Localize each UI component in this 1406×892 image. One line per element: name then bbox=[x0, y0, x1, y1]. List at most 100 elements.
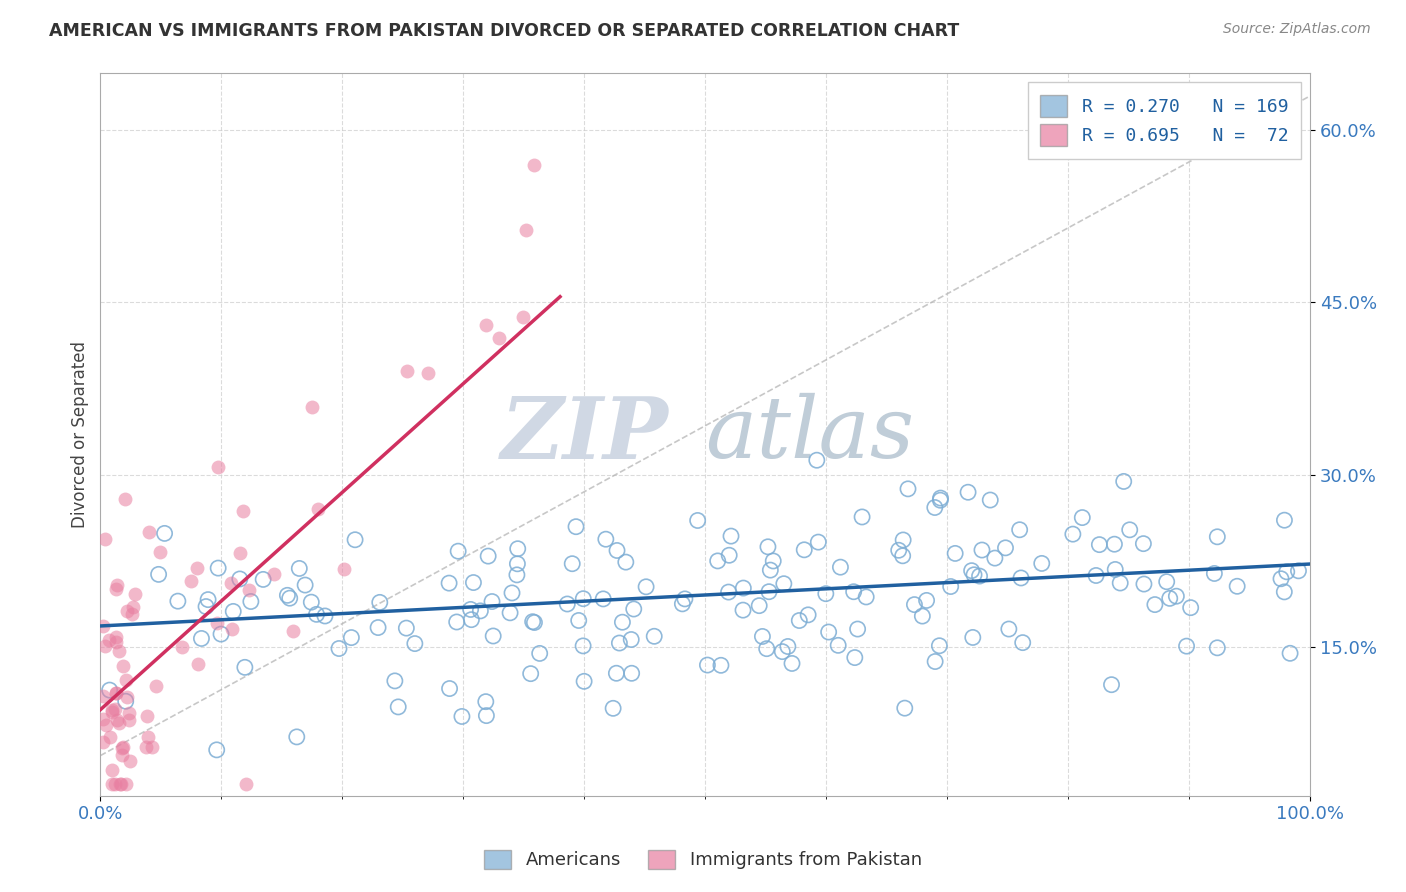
Point bbox=[314, 609, 336, 624]
Point bbox=[418, 367, 440, 381]
Point bbox=[1011, 635, 1033, 649]
Point bbox=[887, 543, 910, 558]
Point bbox=[1288, 564, 1310, 578]
Point bbox=[844, 650, 866, 665]
Point bbox=[830, 560, 852, 574]
Point bbox=[98, 632, 121, 647]
Point bbox=[612, 615, 634, 630]
Point bbox=[671, 597, 693, 611]
Y-axis label: Divorced or Separated: Divorced or Separated bbox=[72, 341, 89, 528]
Point bbox=[187, 657, 209, 671]
Point bbox=[606, 543, 628, 558]
Point bbox=[915, 593, 938, 607]
Point bbox=[1085, 568, 1108, 582]
Point bbox=[1109, 576, 1132, 591]
Point bbox=[475, 318, 498, 333]
Point bbox=[929, 493, 952, 508]
Point bbox=[780, 657, 803, 671]
Point bbox=[1206, 530, 1229, 544]
Point bbox=[710, 658, 733, 673]
Point bbox=[105, 714, 128, 728]
Point bbox=[1279, 646, 1302, 660]
Point bbox=[252, 573, 274, 587]
Point bbox=[891, 549, 914, 563]
Point bbox=[957, 485, 980, 500]
Point bbox=[1104, 537, 1126, 551]
Point bbox=[733, 581, 755, 595]
Point bbox=[104, 686, 127, 700]
Point bbox=[793, 542, 815, 557]
Point bbox=[969, 569, 991, 583]
Point bbox=[943, 546, 966, 560]
Point bbox=[100, 705, 122, 719]
Point bbox=[855, 590, 877, 604]
Text: AMERICAN VS IMMIGRANTS FROM PAKISTAN DIVORCED OR SEPARATED CORRELATION CHART: AMERICAN VS IMMIGRANTS FROM PAKISTAN DIV… bbox=[49, 22, 959, 40]
Point bbox=[281, 624, 304, 638]
Point bbox=[111, 748, 134, 763]
Point bbox=[1270, 572, 1292, 586]
Point bbox=[515, 223, 537, 237]
Point bbox=[984, 551, 1007, 566]
Point bbox=[197, 592, 219, 607]
Point bbox=[717, 585, 740, 599]
Point bbox=[301, 400, 323, 414]
Point bbox=[609, 636, 631, 650]
Point bbox=[209, 627, 232, 641]
Point bbox=[963, 567, 986, 582]
Point bbox=[731, 603, 754, 617]
Point bbox=[207, 460, 229, 475]
Point bbox=[1274, 513, 1296, 527]
Point bbox=[620, 632, 643, 647]
Point bbox=[276, 588, 298, 602]
Point bbox=[288, 561, 311, 575]
Point bbox=[561, 557, 583, 571]
Point bbox=[91, 619, 114, 633]
Text: atlas: atlas bbox=[706, 393, 914, 475]
Point bbox=[124, 586, 146, 600]
Point bbox=[806, 453, 828, 467]
Point bbox=[523, 615, 546, 630]
Point bbox=[141, 739, 163, 754]
Point bbox=[891, 533, 914, 547]
Point bbox=[851, 510, 873, 524]
Point bbox=[115, 604, 138, 618]
Point bbox=[107, 715, 129, 730]
Point bbox=[98, 730, 121, 744]
Point bbox=[105, 686, 128, 700]
Point bbox=[205, 616, 228, 631]
Point bbox=[229, 572, 252, 586]
Point bbox=[762, 554, 785, 568]
Point bbox=[568, 614, 591, 628]
Point bbox=[1062, 527, 1084, 541]
Point bbox=[636, 580, 658, 594]
Point bbox=[122, 599, 145, 614]
Point bbox=[460, 602, 482, 616]
Point bbox=[263, 566, 285, 581]
Point bbox=[149, 545, 172, 559]
Point bbox=[114, 694, 136, 708]
Point bbox=[148, 567, 170, 582]
Point bbox=[229, 546, 252, 560]
Point bbox=[233, 660, 256, 674]
Point bbox=[817, 625, 839, 640]
Point bbox=[239, 594, 262, 608]
Point bbox=[94, 718, 117, 732]
Point bbox=[1010, 571, 1032, 585]
Point bbox=[797, 607, 820, 622]
Point bbox=[98, 683, 121, 698]
Point bbox=[222, 604, 245, 618]
Point bbox=[499, 606, 522, 620]
Point bbox=[772, 576, 794, 591]
Point bbox=[180, 574, 202, 588]
Point bbox=[104, 630, 127, 644]
Point bbox=[221, 622, 243, 636]
Point bbox=[470, 604, 492, 618]
Point bbox=[686, 513, 709, 527]
Point bbox=[924, 500, 946, 515]
Point bbox=[101, 763, 124, 777]
Point bbox=[387, 700, 409, 714]
Point bbox=[565, 519, 588, 533]
Point bbox=[395, 621, 418, 635]
Point bbox=[751, 630, 773, 644]
Point bbox=[998, 622, 1021, 636]
